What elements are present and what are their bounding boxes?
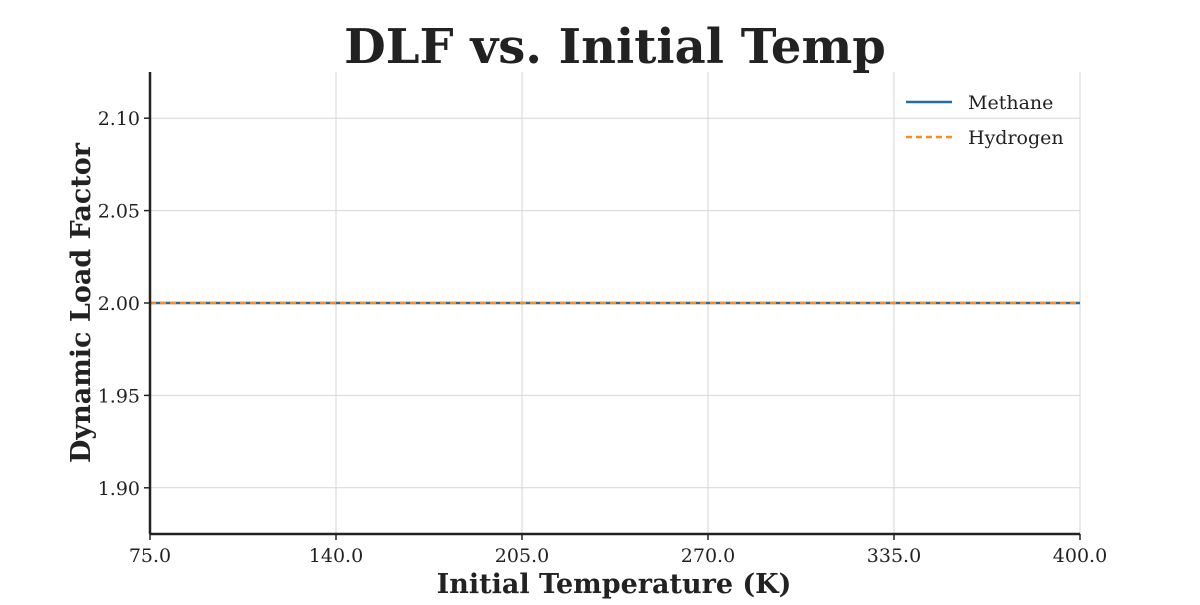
x-tick-label: 270.0 bbox=[681, 545, 735, 567]
y-tick-label: 1.95 bbox=[98, 385, 140, 407]
legend-item-hydrogen: Hydrogen bbox=[906, 127, 1064, 149]
legend-label: Hydrogen bbox=[968, 127, 1064, 149]
x-tick-label: 400.0 bbox=[1053, 545, 1107, 567]
legend-item-methane: Methane bbox=[906, 92, 1053, 114]
x-tick-label: 205.0 bbox=[495, 545, 549, 567]
x-tick-label: 75.0 bbox=[129, 545, 171, 567]
y-axis-ticks: 1.90 1.95 2.00 2.05 2.10 bbox=[98, 108, 150, 500]
legend: Methane Hydrogen bbox=[906, 92, 1064, 149]
y-axis-label: Dynamic Load Factor bbox=[66, 142, 97, 463]
x-axis-label: Initial Temperature (K) bbox=[437, 569, 792, 600]
y-tick-label: 1.90 bbox=[98, 478, 140, 500]
y-tick-label: 2.05 bbox=[98, 201, 140, 223]
x-tick-label: 140.0 bbox=[309, 545, 363, 567]
chart-title: DLF vs. Initial Temp bbox=[344, 19, 886, 75]
y-tick-label: 2.10 bbox=[98, 108, 140, 130]
legend-label: Methane bbox=[968, 92, 1053, 114]
x-tick-label: 335.0 bbox=[867, 545, 921, 567]
x-axis-ticks: 75.0 140.0 205.0 270.0 335.0 400.0 bbox=[129, 534, 1107, 567]
y-tick-label: 2.00 bbox=[98, 293, 140, 315]
